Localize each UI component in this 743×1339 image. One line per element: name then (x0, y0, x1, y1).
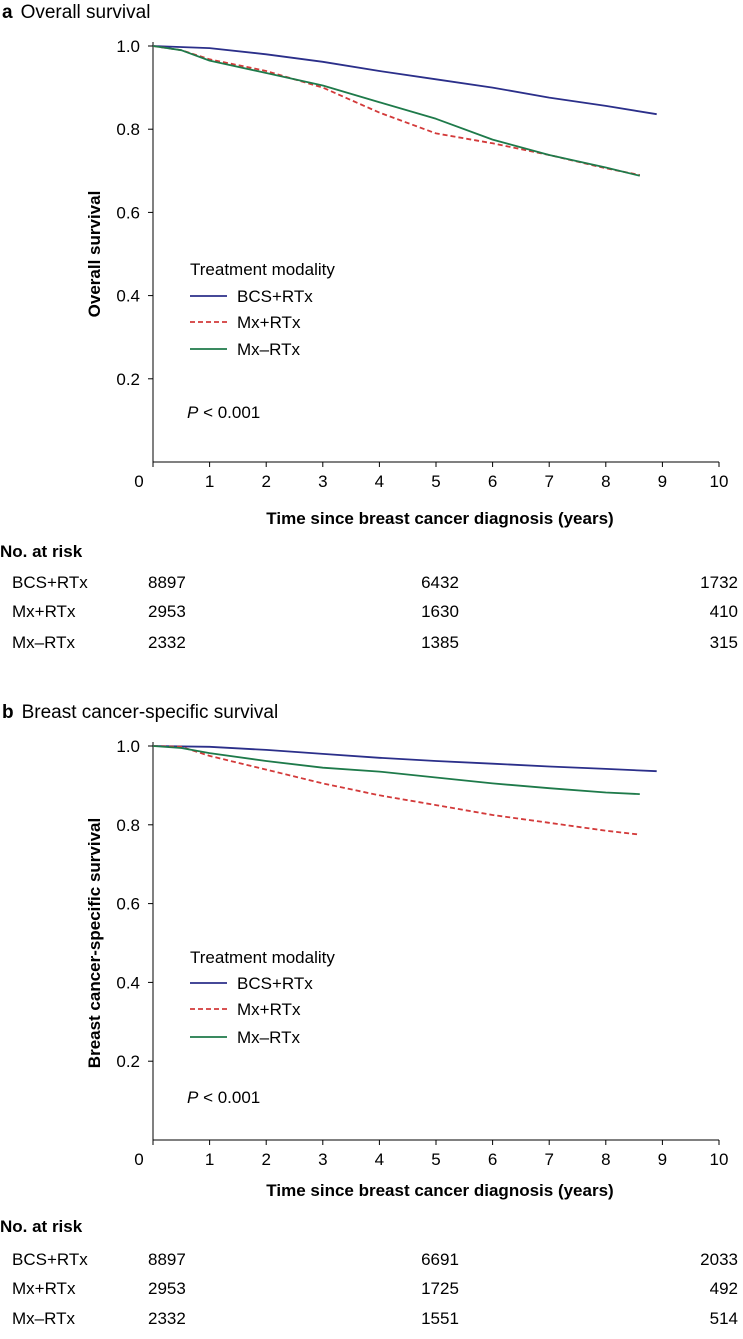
series-line (152, 45, 640, 176)
series-line (152, 745, 640, 836)
panel-header: b Breast cancer-specific survival (2, 702, 278, 724)
x-tick-label: 6 (488, 472, 497, 491)
risk-row: Mx+RTx 2953 1725 492 (0, 1279, 743, 1301)
risk-value-year10: 410 (709, 602, 738, 621)
series-line (152, 45, 657, 116)
chart-panel-b: b Breast cancer-specific survival 0 1 2 3 4 5 6… (0, 700, 743, 1339)
x-tick-label: 3 (318, 1150, 327, 1169)
p-value-label: P < 0.001 (187, 1088, 260, 1107)
panel-header: a Overall survival (2, 2, 150, 24)
x-tick-label: 8 (601, 1150, 610, 1169)
y-tick-label: 1.0 (116, 37, 140, 56)
risk-value-year10: 2033 (700, 1250, 738, 1269)
legend-label: BCS+RTx (237, 974, 313, 993)
risk-value-year0: 2332 (148, 1309, 186, 1328)
risk-row-name: BCS+RTx (12, 573, 88, 592)
risk-row: BCS+RTx 8897 6432 1732 (0, 573, 743, 595)
x-tick-label: 0 (134, 1150, 143, 1169)
y-axis-title: Overall survival (85, 191, 104, 318)
y-tick-label: 1.0 (116, 737, 140, 756)
risk-value-year5: 1725 (421, 1279, 459, 1298)
legend-title: Treatment modality (190, 260, 335, 279)
x-tick-label: 9 (658, 1150, 667, 1169)
y-axis-title: Breast cancer-specific survival (85, 818, 104, 1068)
y-tick-label: 0.8 (116, 816, 140, 835)
risk-row-name: Mx+RTx (12, 1279, 76, 1298)
risk-row-name: Mx+RTx (12, 602, 76, 621)
x-tick-label: 8 (601, 472, 610, 491)
legend-label: Mx+RTx (237, 313, 301, 332)
risk-row: Mx+RTx 2953 1630 410 (0, 602, 743, 624)
risk-value-year5: 1385 (421, 633, 459, 652)
x-tick-label: 6 (488, 1150, 497, 1169)
risk-table-title: No. at risk (0, 542, 83, 561)
risk-value-year5: 1551 (421, 1309, 459, 1328)
x-tick-label: 0 (134, 472, 143, 491)
x-tick-label: 2 (261, 472, 270, 491)
risk-value-year5: 1630 (421, 602, 459, 621)
risk-value-year10: 315 (709, 633, 738, 652)
risk-value-year0: 2332 (148, 633, 186, 652)
legend-label: Mx–RTx (237, 1028, 300, 1047)
y-tick-label: 0.6 (116, 203, 140, 222)
survival-plot: 0 1 2 3 4 5 6 7 8 9 10 0.2 0.4 0.6 0.8 1.0 Time since br… (85, 737, 729, 1200)
y-tick-label: 0.2 (116, 1052, 140, 1071)
x-axis-title: Time since breast cancer diagnosis (year… (266, 1181, 613, 1200)
x-tick-label: 1 (205, 472, 214, 491)
risk-row-name: BCS+RTx (12, 1250, 88, 1269)
series-line (152, 745, 657, 773)
panel-letter: a (2, 2, 13, 23)
y-tick-label: 0.2 (116, 370, 140, 389)
risk-row: Mx–RTx 2332 1551 514 (0, 1309, 743, 1331)
legend-label: Mx+RTx (237, 1000, 301, 1019)
x-tick-label: 4 (375, 1150, 384, 1169)
series-line (152, 45, 641, 177)
risk-row-name: Mx–RTx (12, 1309, 75, 1328)
risk-value-year5: 6691 (421, 1250, 459, 1269)
risk-table-title: No. at risk (0, 1217, 83, 1236)
x-tick-label: 5 (431, 1150, 440, 1169)
y-tick-label: 0.4 (116, 287, 140, 306)
y-tick-label: 0.6 (116, 895, 140, 914)
risk-row: BCS+RTx 8897 6691 2033 (0, 1250, 743, 1272)
x-tick-label: 10 (710, 472, 729, 491)
x-tick-label: 7 (544, 472, 553, 491)
x-tick-label: 2 (261, 1150, 270, 1169)
risk-value-year5: 6432 (421, 573, 459, 592)
risk-value-year10: 1732 (700, 573, 738, 592)
legend-label: Mx–RTx (237, 340, 300, 359)
x-tick-label: 9 (658, 472, 667, 491)
risk-value-year0: 2953 (148, 1279, 186, 1298)
panel-letter: b (2, 702, 14, 723)
x-tick-label: 4 (375, 472, 384, 491)
risk-row-name: Mx–RTx (12, 633, 75, 652)
risk-value-year10: 514 (709, 1309, 738, 1328)
risk-value-year0: 2953 (148, 602, 186, 621)
x-tick-label: 1 (205, 1150, 214, 1169)
x-tick-label: 7 (544, 1150, 553, 1169)
x-tick-label: 3 (318, 472, 327, 491)
risk-row: Mx–RTx 2332 1385 315 (0, 633, 743, 655)
y-tick-label: 0.8 (116, 120, 140, 139)
risk-value-year0: 8897 (148, 573, 186, 592)
y-tick-label: 0.4 (116, 973, 140, 992)
p-value-label: P < 0.001 (187, 403, 260, 422)
legend-title: Treatment modality (190, 948, 335, 967)
survival-plot: 0 1 2 3 4 5 6 7 8 9 10 0.2 0.4 0.6 0.8 1.0 Time since br… (85, 37, 729, 528)
x-tick-label: 10 (710, 1150, 729, 1169)
chart-panel-a: a Overall survival 0 1 2 3 4 5 6 7 8 9 10 0.2 0.4 0.6 0… (0, 0, 743, 665)
risk-value-year10: 492 (709, 1279, 738, 1298)
legend-label: BCS+RTx (237, 287, 313, 306)
x-axis-title: Time since breast cancer diagnosis (year… (266, 509, 613, 528)
chart-title: Breast cancer-specific survival (21, 702, 279, 723)
series-line (152, 745, 640, 795)
risk-value-year0: 8897 (148, 1250, 186, 1269)
x-tick-label: 5 (431, 472, 440, 491)
chart-title: Overall survival (20, 2, 151, 23)
